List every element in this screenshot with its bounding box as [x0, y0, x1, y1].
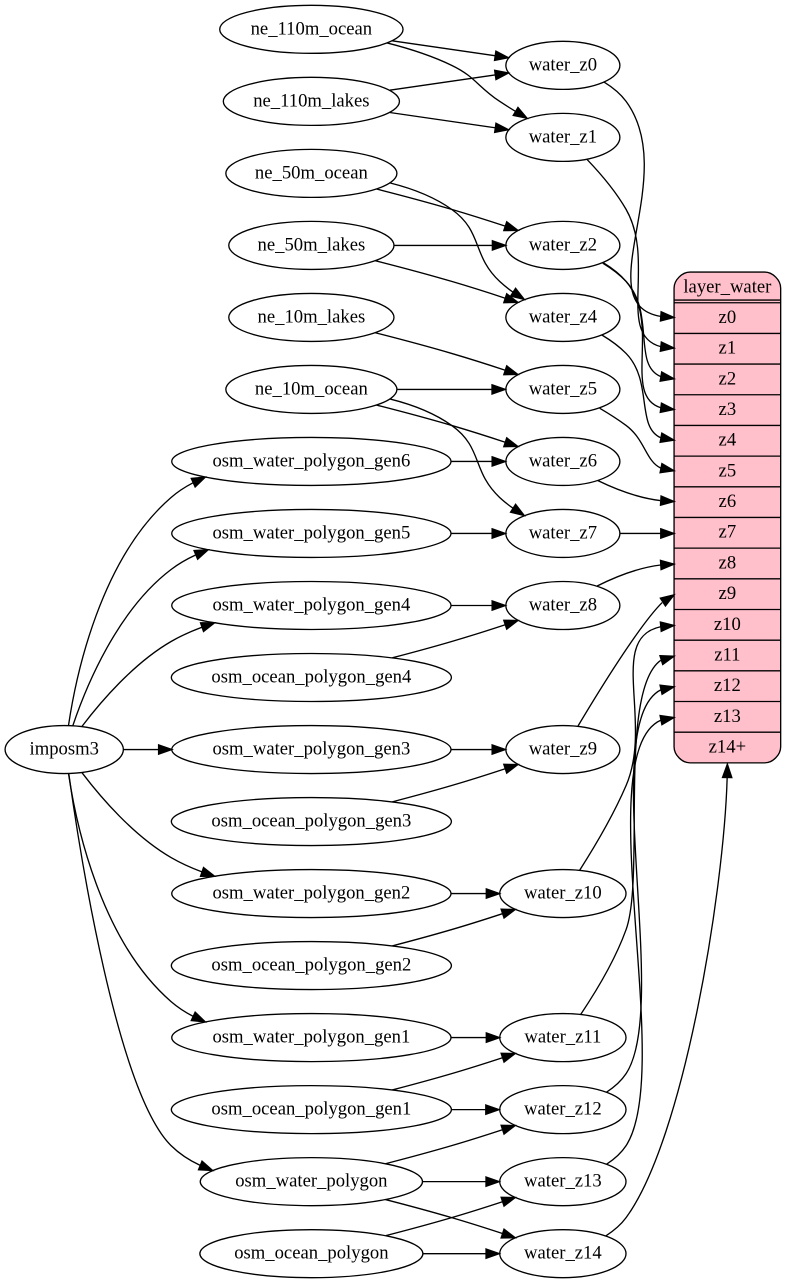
svg-text:z14+: z14+: [709, 736, 746, 757]
svg-text:osm_ocean_polygon: osm_ocean_polygon: [234, 1243, 389, 1264]
svg-text:z5: z5: [719, 460, 737, 481]
svg-text:osm_water_polygon_gen1: osm_water_polygon_gen1: [212, 1027, 410, 1048]
svg-text:z0: z0: [719, 307, 737, 328]
svg-text:osm_water_polygon_gen5: osm_water_polygon_gen5: [212, 522, 410, 543]
svg-text:water_z7: water_z7: [529, 522, 597, 543]
svg-text:z4: z4: [719, 430, 737, 451]
svg-text:z9: z9: [719, 583, 737, 604]
svg-text:osm_water_polygon: osm_water_polygon: [235, 1171, 388, 1192]
svg-text:ne_50m_lakes: ne_50m_lakes: [258, 234, 366, 255]
svg-text:osm_water_polygon_gen2: osm_water_polygon_gen2: [212, 882, 410, 903]
svg-text:ne_50m_ocean: ne_50m_ocean: [255, 162, 369, 183]
svg-text:water_z0: water_z0: [529, 54, 597, 75]
svg-text:z1: z1: [719, 338, 737, 359]
svg-text:water_z14: water_z14: [524, 1243, 602, 1264]
svg-text:ne_110m_ocean: ne_110m_ocean: [251, 18, 373, 39]
svg-text:ne_110m_lakes: ne_110m_lakes: [253, 90, 369, 111]
svg-text:water_z12: water_z12: [524, 1099, 602, 1120]
svg-text:osm_ocean_polygon_gen3: osm_ocean_polygon_gen3: [211, 810, 411, 831]
svg-text:water_z9: water_z9: [529, 738, 597, 759]
svg-text:z6: z6: [719, 491, 737, 512]
svg-text:z12: z12: [714, 675, 741, 696]
svg-text:z7: z7: [719, 522, 737, 543]
svg-text:z2: z2: [719, 368, 737, 389]
svg-text:imposm3: imposm3: [30, 738, 99, 759]
svg-text:ne_10m_ocean: ne_10m_ocean: [255, 378, 369, 399]
svg-text:ne_10m_lakes: ne_10m_lakes: [258, 306, 366, 327]
svg-text:z13: z13: [714, 706, 741, 727]
svg-text:water_z11: water_z11: [524, 1027, 601, 1048]
svg-text:osm_water_polygon_gen4: osm_water_polygon_gen4: [212, 594, 411, 615]
svg-text:osm_ocean_polygon_gen1: osm_ocean_polygon_gen1: [211, 1099, 411, 1120]
svg-text:water_z2: water_z2: [529, 234, 597, 255]
svg-text:water_z13: water_z13: [524, 1171, 602, 1192]
svg-text:water_z6: water_z6: [529, 450, 597, 471]
svg-text:water_z4: water_z4: [529, 306, 598, 327]
svg-text:water_z5: water_z5: [529, 378, 597, 399]
svg-text:z10: z10: [714, 614, 741, 635]
svg-text:osm_ocean_polygon_gen4: osm_ocean_polygon_gen4: [211, 666, 412, 687]
svg-text:z3: z3: [719, 399, 737, 420]
svg-text:osm_water_polygon_gen3: osm_water_polygon_gen3: [212, 738, 410, 759]
svg-text:osm_water_polygon_gen6: osm_water_polygon_gen6: [212, 450, 410, 471]
svg-text:water_z10: water_z10: [524, 882, 602, 903]
svg-text:water_z1: water_z1: [529, 126, 597, 147]
svg-text:layer_water: layer_water: [683, 276, 772, 297]
svg-text:z8: z8: [719, 552, 737, 573]
svg-text:z11: z11: [714, 644, 740, 665]
svg-text:osm_ocean_polygon_gen2: osm_ocean_polygon_gen2: [211, 955, 411, 976]
svg-text:water_z8: water_z8: [529, 594, 597, 615]
